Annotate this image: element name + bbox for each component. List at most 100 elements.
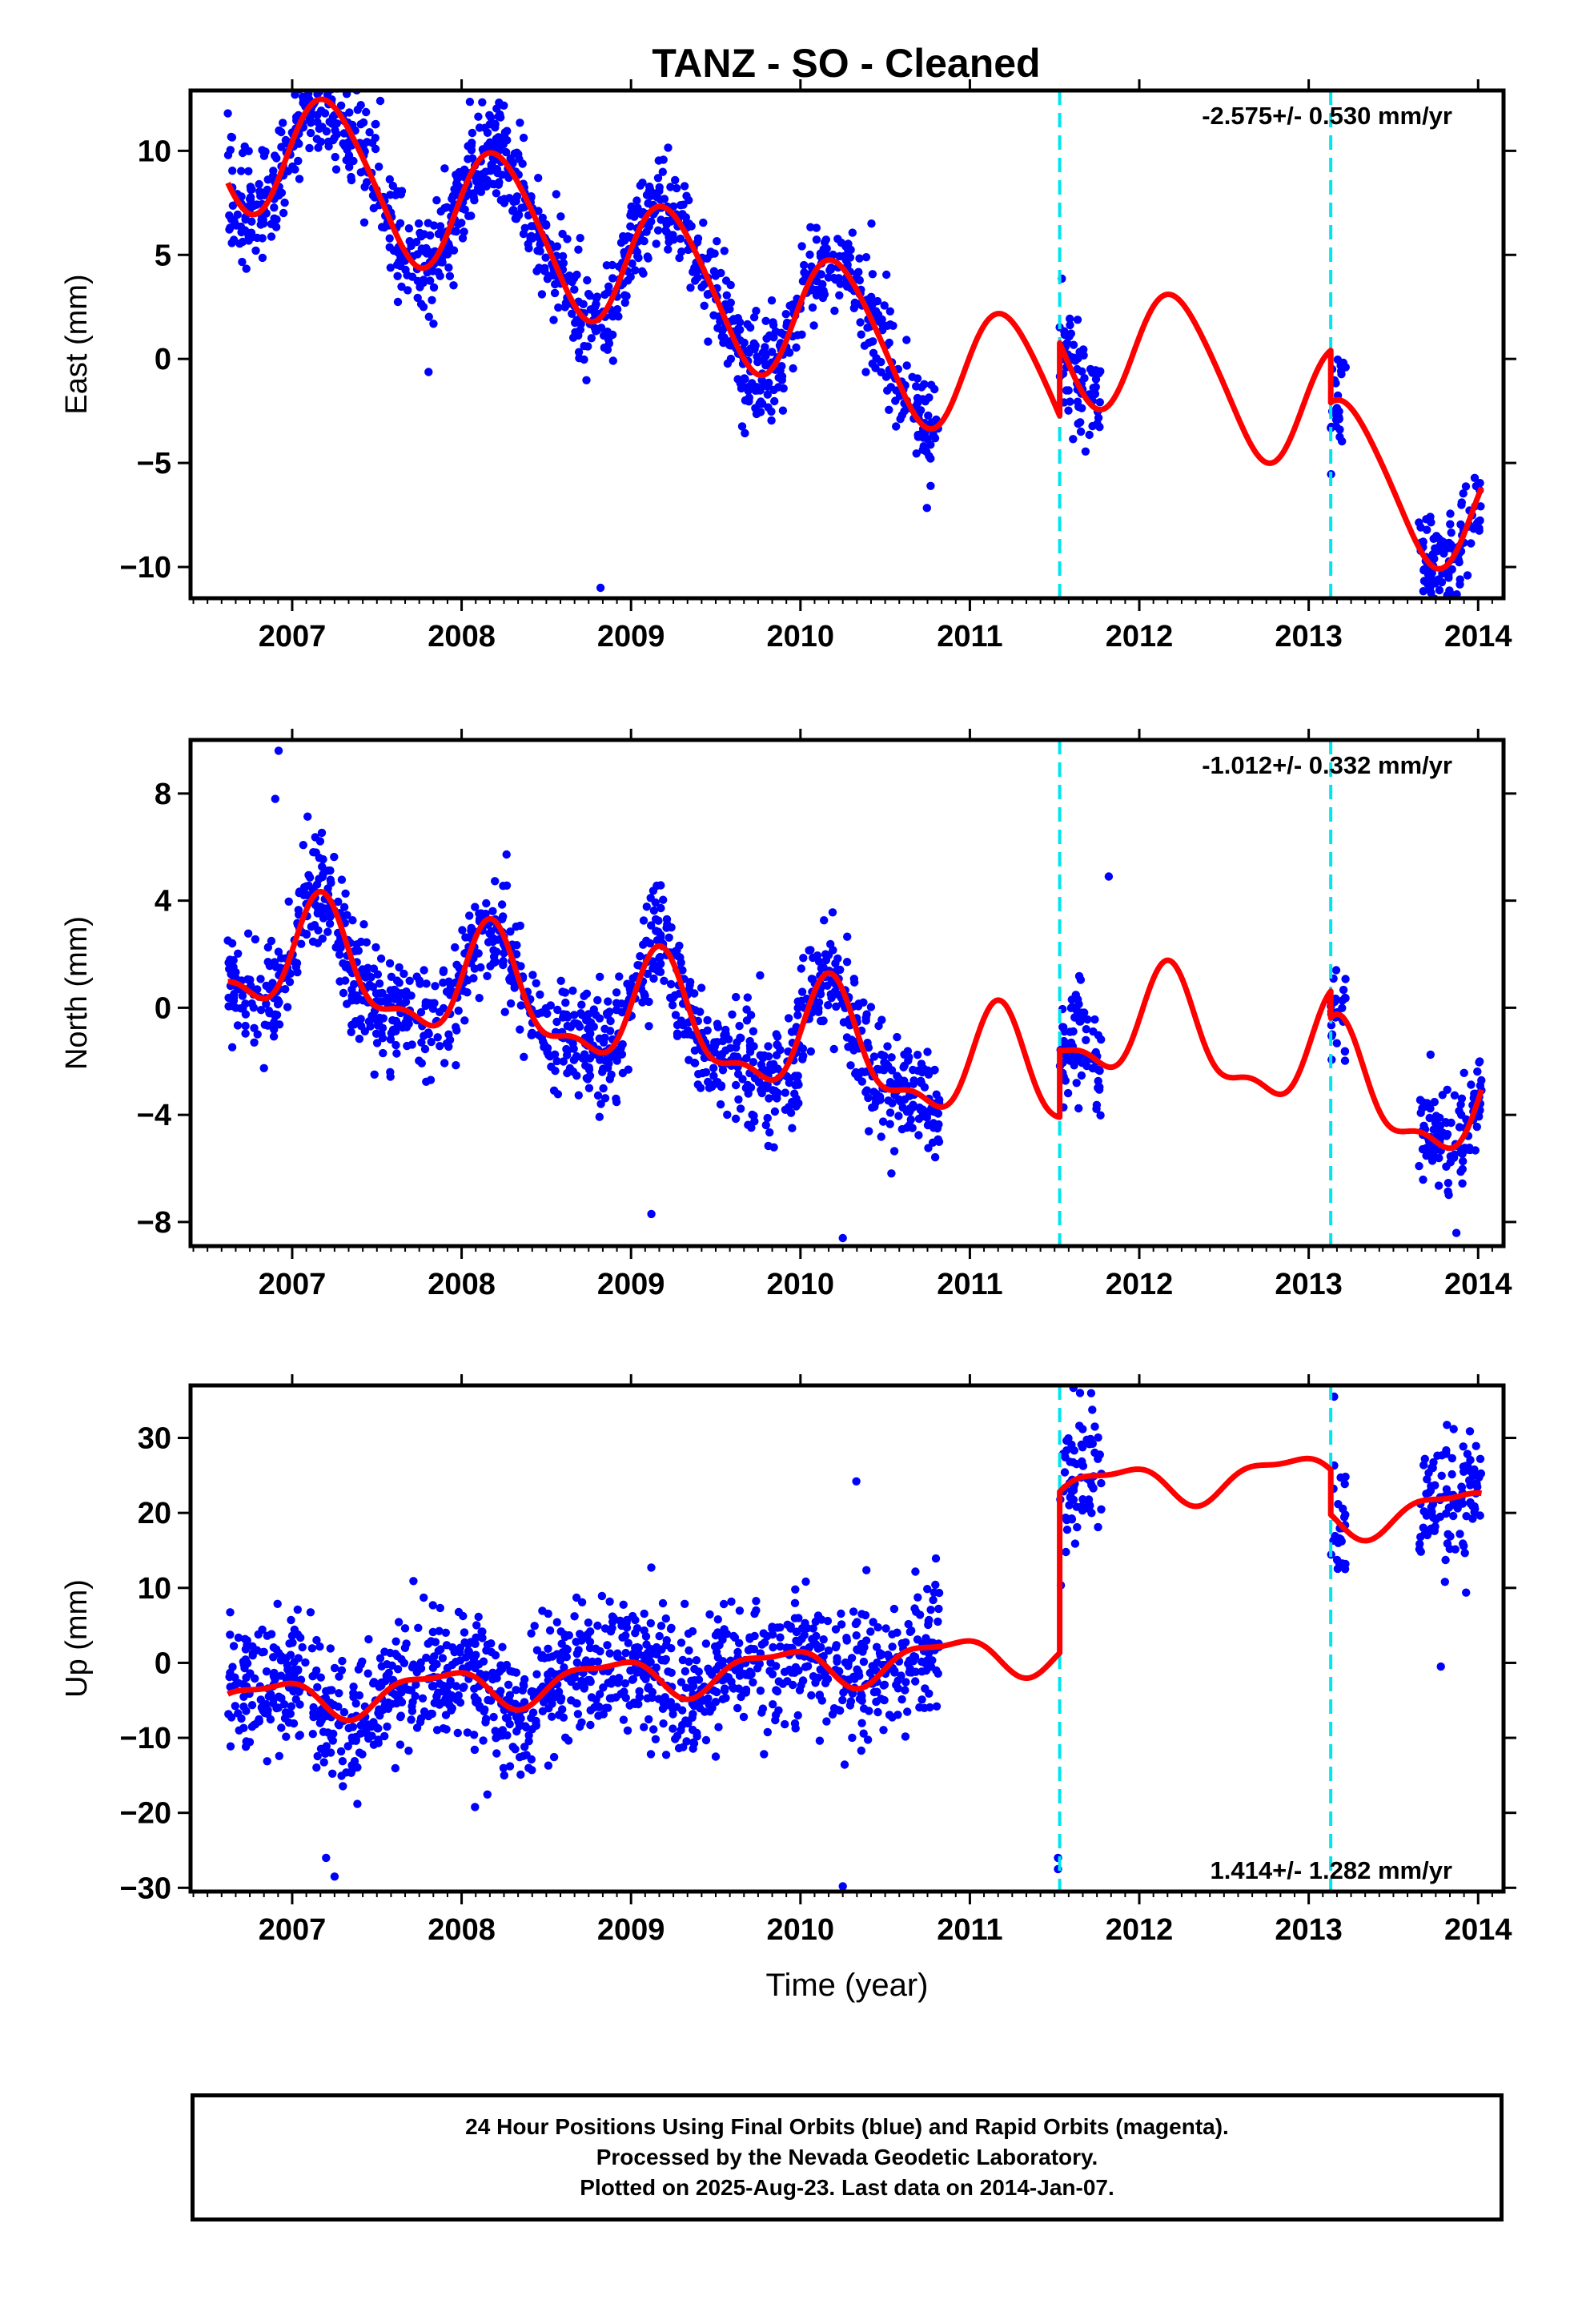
data-point [878,1117,888,1126]
data-point [446,1694,456,1703]
data-point [345,163,354,171]
data-point [1427,573,1436,582]
data-point [628,259,636,268]
data-point [294,156,303,166]
data-point [752,1606,761,1615]
data-point [671,1011,681,1019]
data-point [475,994,484,1003]
data-point [800,260,809,270]
data-point [508,207,517,215]
data-point [323,90,332,99]
data-point [1332,1039,1342,1047]
data-point [395,258,404,267]
data-point [914,1131,923,1140]
data-point [456,1698,465,1707]
data-point [756,971,765,980]
data-point [471,903,480,911]
data-point [456,1643,465,1652]
data-point [234,1633,243,1642]
data-point [231,1003,240,1012]
data-point [520,1052,528,1062]
data-point [917,1667,926,1676]
data-point [570,1011,579,1019]
data-point [313,1683,322,1691]
data-point [604,1059,613,1068]
data-point [600,1024,609,1034]
data-point [1338,996,1347,1005]
data-point [925,1689,934,1698]
data-point [1090,1422,1099,1431]
data-point [416,1718,425,1727]
data-point [302,930,311,939]
data-point [656,903,665,913]
data-point [840,1760,849,1769]
data-point [469,192,478,202]
data-point [378,1023,387,1032]
data-point [341,889,350,899]
x-tick-label: 2009 [597,1913,665,1947]
data-point [241,999,250,1008]
data-point [448,191,458,200]
data-point [287,1615,295,1625]
data-point [343,145,351,155]
data-point [400,1643,410,1652]
data-point [826,263,836,272]
data-point [694,1070,703,1079]
data-point [356,120,365,129]
data-point [696,1703,705,1713]
data-point [1457,1482,1467,1492]
data-point [353,1799,362,1808]
data-point [558,987,567,996]
data-point [306,128,315,138]
data-point [420,1707,429,1716]
data-point [585,1638,595,1647]
data-point [653,226,663,235]
data-point [934,1617,942,1626]
data-point [1467,539,1476,548]
data-point [499,960,508,970]
data-point [1066,320,1074,330]
data-point [589,1005,598,1014]
data-point [1429,1150,1438,1159]
data-point [1060,327,1069,336]
data-point [635,1693,644,1702]
data-point [1468,1514,1477,1523]
data-point [334,897,343,907]
data-point [1082,1035,1090,1045]
data-point [226,1630,235,1639]
data-point [660,976,669,986]
data-point [391,1763,400,1773]
data-point [664,143,673,152]
data-point [533,1009,543,1019]
data-point [1443,1421,1452,1429]
data-point [926,454,935,463]
data-point [532,267,541,275]
data-point [577,1636,586,1645]
data-point [388,181,397,191]
data-point [849,304,859,312]
data-point [444,250,452,259]
data-point [833,1657,841,1666]
data-point [741,428,749,438]
data-point [371,1723,381,1731]
data-point [380,1731,389,1741]
data-point [682,219,691,227]
data-point [584,1084,594,1093]
data-point [926,1663,936,1671]
data-point [855,275,865,285]
east-y-axis-label: East (mm) [60,274,94,414]
north-data-points [223,746,1486,1243]
data-point [728,1683,737,1691]
data-point [429,221,439,230]
data-point [767,416,776,425]
data-point [424,368,433,376]
data-point [319,914,328,923]
data-point [330,1663,339,1673]
data-point-outlier [223,109,232,118]
data-point [277,1723,286,1732]
data-point [1062,386,1071,395]
data-point [497,900,507,909]
data-point [472,1621,481,1630]
data-point [642,227,651,236]
data-point [596,324,606,332]
